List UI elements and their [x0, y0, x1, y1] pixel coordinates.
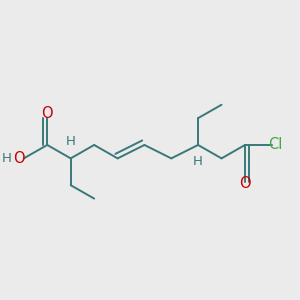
Text: H: H [2, 152, 12, 165]
Text: H: H [66, 135, 76, 148]
Text: O: O [239, 176, 251, 191]
Text: O: O [41, 106, 53, 121]
Text: O: O [13, 151, 25, 166]
Text: Cl: Cl [268, 137, 282, 152]
Text: H: H [193, 155, 203, 168]
